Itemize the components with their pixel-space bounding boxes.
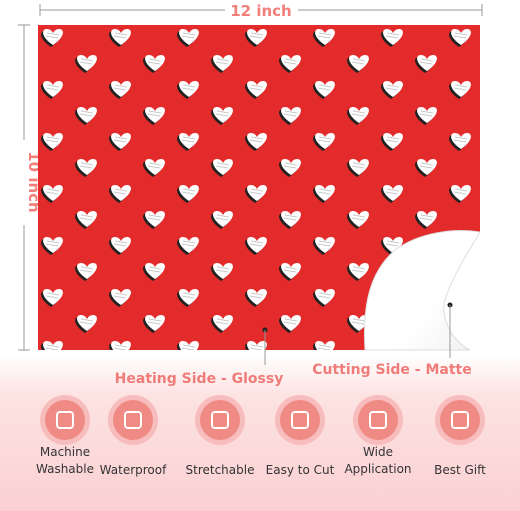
feature-icon	[280, 400, 320, 440]
feature-label: Machine	[40, 445, 90, 459]
feature-icon	[45, 400, 85, 440]
feature-label: Application	[344, 462, 411, 476]
feature-label: Waterproof	[100, 463, 167, 477]
feature-label: Best Gift	[434, 463, 486, 477]
feature-icon-glyph	[56, 411, 74, 429]
cutting-side-label: Cutting Side - Matte	[312, 362, 472, 378]
feature-icon-glyph	[211, 411, 229, 429]
feature-icon-glyph	[124, 411, 142, 429]
feature-icon	[440, 400, 480, 440]
feature-icon-glyph	[369, 411, 387, 429]
features: Machine Washable Waterproof Stretchable Easy…	[36, 395, 486, 477]
feature-label: Wide	[363, 445, 393, 459]
feature-label: Stretchable	[186, 463, 255, 477]
feature-icon	[358, 400, 398, 440]
feature-icon-glyph	[291, 411, 309, 429]
feature-icon	[113, 400, 153, 440]
feature-label: Washable	[36, 462, 94, 476]
width-label: 12 inch	[230, 2, 292, 20]
feature-icon-glyph	[451, 411, 469, 429]
heating-side-label: Heating Side - Glossy	[115, 371, 284, 387]
feature-label: Easy to Cut	[266, 463, 335, 477]
peel-film	[364, 230, 481, 351]
feature-icon	[200, 400, 240, 440]
feature-background	[0, 355, 520, 511]
